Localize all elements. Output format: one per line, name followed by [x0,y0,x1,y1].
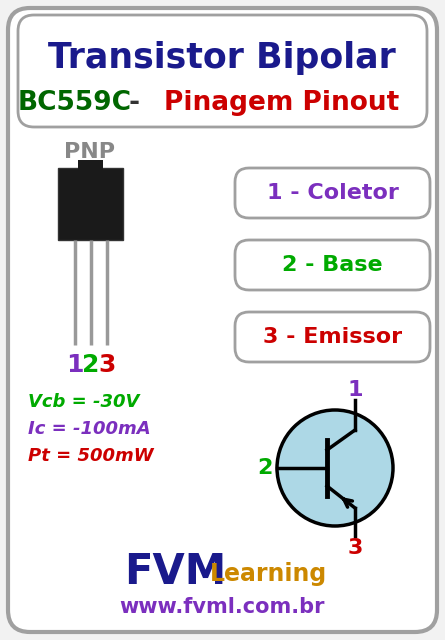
Text: 1 - Coletor: 1 - Coletor [267,183,398,203]
Text: Transistor Bipolar: Transistor Bipolar [48,41,396,75]
Text: www.fvml.com.br: www.fvml.com.br [119,597,325,617]
Text: 3: 3 [347,538,363,558]
Text: PNP: PNP [65,142,116,162]
Text: 1: 1 [347,380,363,400]
Text: FVM: FVM [124,551,226,593]
FancyBboxPatch shape [8,8,437,632]
Text: 3: 3 [98,353,116,377]
Text: 2 - Base: 2 - Base [282,255,383,275]
Text: -: - [121,90,150,116]
Text: Learning: Learning [210,562,327,586]
Text: BC559C: BC559C [18,90,132,116]
Text: 2: 2 [82,353,100,377]
Text: Ic = -100mA: Ic = -100mA [28,420,150,438]
Circle shape [277,410,393,526]
Text: 1: 1 [66,353,84,377]
Text: 2: 2 [257,458,273,478]
FancyBboxPatch shape [58,168,123,240]
Text: 3 - Emissor: 3 - Emissor [263,327,402,347]
FancyBboxPatch shape [235,240,430,290]
FancyBboxPatch shape [235,312,430,362]
FancyBboxPatch shape [78,160,103,170]
FancyBboxPatch shape [235,168,430,218]
Text: Pt = 500mW: Pt = 500mW [28,447,154,465]
Text: Pinagem Pinout: Pinagem Pinout [164,90,400,116]
FancyBboxPatch shape [18,15,427,127]
Text: Vcb = -30V: Vcb = -30V [28,393,139,411]
